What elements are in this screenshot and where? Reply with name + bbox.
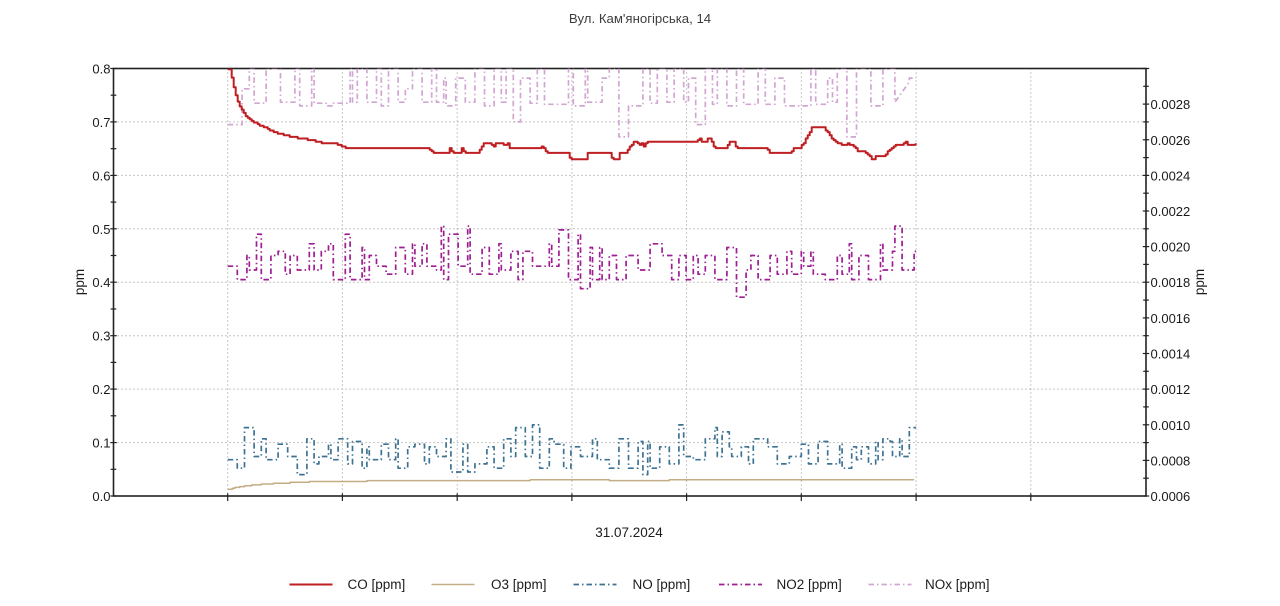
svg-text:NOx [ppm]: NOx [ppm] xyxy=(925,577,990,592)
svg-text:0.0006: 0.0006 xyxy=(1151,489,1191,504)
svg-text:0.0012: 0.0012 xyxy=(1151,382,1191,397)
svg-text:NO [ppm]: NO [ppm] xyxy=(633,577,691,592)
svg-text:0.0016: 0.0016 xyxy=(1151,311,1191,326)
svg-text:0.0014: 0.0014 xyxy=(1151,347,1191,362)
svg-text:ppm: ppm xyxy=(72,269,87,295)
svg-text:CO [ppm]: CO [ppm] xyxy=(348,577,406,592)
svg-text:0.0018: 0.0018 xyxy=(1151,275,1191,290)
svg-text:0.2: 0.2 xyxy=(92,382,110,397)
svg-text:0.8: 0.8 xyxy=(92,62,110,77)
svg-text:0.0010: 0.0010 xyxy=(1151,418,1191,433)
svg-text:31.07.2024: 31.07.2024 xyxy=(595,525,663,540)
svg-text:0.4: 0.4 xyxy=(92,275,110,290)
svg-text:ppm: ppm xyxy=(1192,269,1207,295)
svg-text:0.0: 0.0 xyxy=(92,489,110,504)
svg-text:0.0028: 0.0028 xyxy=(1151,97,1191,112)
svg-text:0.6: 0.6 xyxy=(92,168,110,183)
svg-text:0.7: 0.7 xyxy=(92,115,110,130)
svg-text:0.0026: 0.0026 xyxy=(1151,133,1191,148)
svg-text:0.0022: 0.0022 xyxy=(1151,204,1191,219)
svg-text:0.0024: 0.0024 xyxy=(1151,168,1191,183)
svg-text:O3 [ppm]: O3 [ppm] xyxy=(491,577,547,592)
svg-text:0.1: 0.1 xyxy=(92,436,110,451)
svg-text:0.0020: 0.0020 xyxy=(1151,240,1191,255)
svg-text:0.5: 0.5 xyxy=(92,222,110,237)
svg-text:0.0008: 0.0008 xyxy=(1151,453,1191,468)
svg-text:NO2 [ppm]: NO2 [ppm] xyxy=(777,577,842,592)
svg-text:Вул. Кам'яногірська, 14: Вул. Кам'яногірська, 14 xyxy=(569,11,711,26)
svg-text:0.3: 0.3 xyxy=(92,329,110,344)
